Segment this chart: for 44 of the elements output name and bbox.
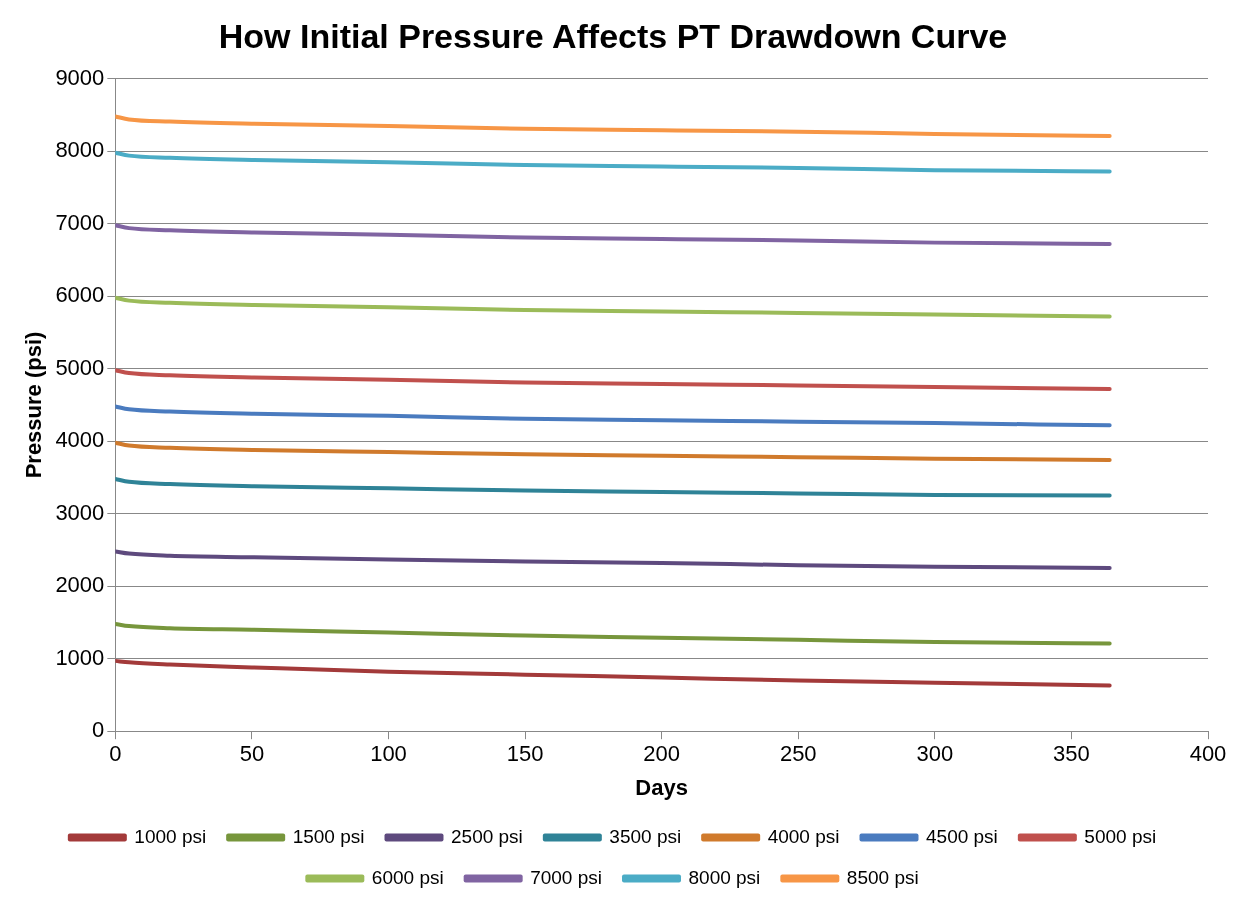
x-tick-label: 400 xyxy=(1189,741,1227,767)
y-tick-label: 2000 xyxy=(55,572,105,598)
y-tick-label: 1000 xyxy=(55,644,105,670)
legend-label: 3500 psi xyxy=(609,825,682,847)
x-tick-label: 300 xyxy=(916,741,954,767)
y-axis-title: Pressure (psi) xyxy=(21,331,47,479)
chart-title: How Initial Pressure Affects PT Drawdown Curve xyxy=(218,16,1008,55)
x-tick-label: 150 xyxy=(506,741,544,767)
y-tick-label: 0 xyxy=(92,717,105,743)
line-series xyxy=(115,114,1112,139)
line-series xyxy=(115,295,1112,319)
line-series xyxy=(115,368,1112,392)
legend-label: 6000 psi xyxy=(371,866,444,888)
legend-label: 4500 psi xyxy=(926,825,998,847)
line-series xyxy=(115,658,1112,688)
line-series xyxy=(115,621,1112,646)
y-tick-label: 8000 xyxy=(55,137,105,163)
x-tick-label: 50 xyxy=(239,741,265,767)
x-tick-label: 250 xyxy=(779,741,817,767)
line-series xyxy=(115,404,1112,428)
y-tick-label: 7000 xyxy=(55,209,105,235)
x-tick-label: 200 xyxy=(643,741,681,767)
legend-label: 4000 psi xyxy=(767,825,840,847)
y-tick-label: 5000 xyxy=(55,354,105,380)
x-tick-label: 350 xyxy=(1053,741,1090,767)
legend-label: 7000 psi xyxy=(530,866,603,888)
legend-label: 2500 psi xyxy=(451,825,523,847)
line-series xyxy=(115,150,1112,174)
line-series xyxy=(115,549,1112,571)
legend-label: 8000 psi xyxy=(688,866,761,888)
legend-label: 1000 psi xyxy=(134,825,207,847)
y-tick-label: 3000 xyxy=(55,499,105,525)
x-tick-label: 100 xyxy=(370,741,407,767)
line-series xyxy=(115,476,1112,498)
x-axis-title: Days xyxy=(635,774,688,800)
y-tick-label: 6000 xyxy=(55,282,105,308)
legend-label: 8500 psi xyxy=(846,866,919,888)
line-series xyxy=(115,223,1112,247)
x-tick-label: 0 xyxy=(109,741,122,767)
line-series xyxy=(115,440,1112,463)
y-tick-label: 4000 xyxy=(55,427,105,453)
legend-label: 5000 psi xyxy=(1084,825,1157,847)
y-tick-label: 9000 xyxy=(55,64,105,90)
legend-label: 1500 psi xyxy=(292,825,365,847)
